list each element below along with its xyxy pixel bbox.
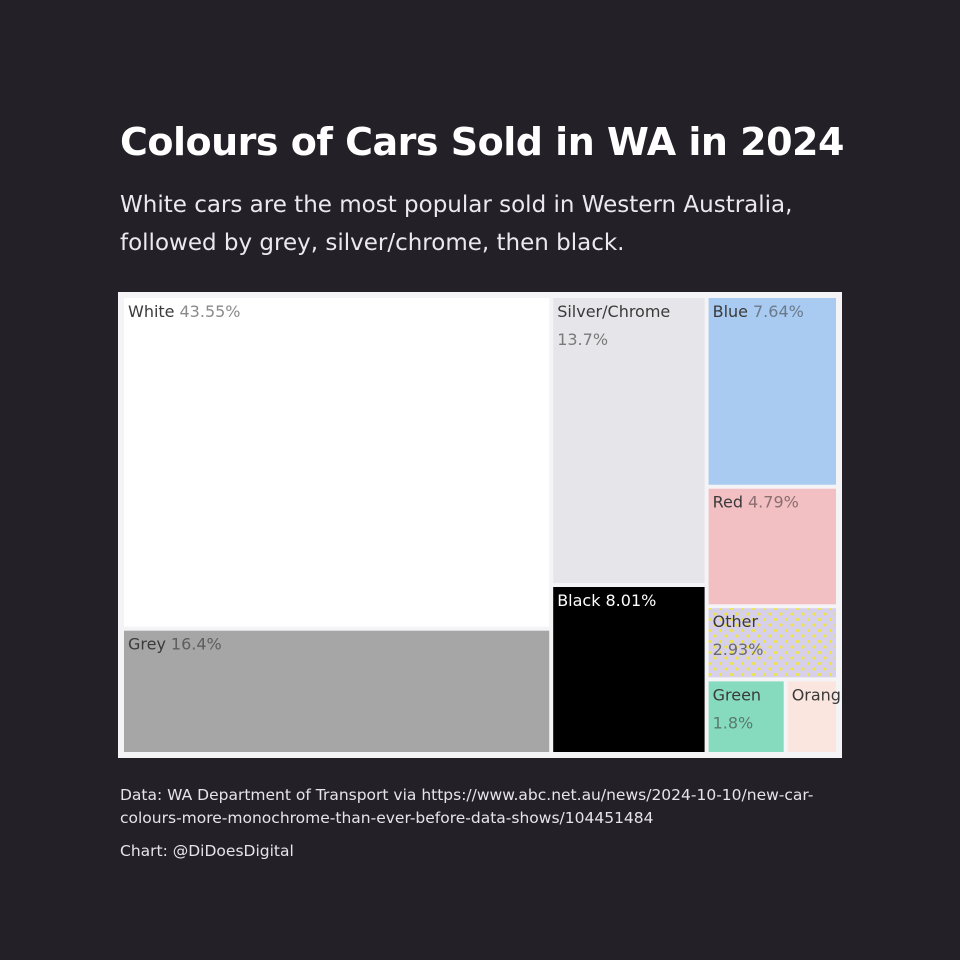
treemap-marks: White 43.55% Grey 16.4% Silver/Chrome 13.7% Bl…: [124, 298, 842, 752]
tile-label-red: Red: [713, 493, 743, 512]
data-source-note: Data: WA Department of Transport via htt…: [120, 786, 814, 827]
tile-label-black: Black: [557, 591, 601, 610]
tile-label-silver-chrome: Silver/Chrome: [557, 302, 670, 321]
tile-white[interactable]: [124, 298, 550, 627]
tile-black[interactable]: [553, 587, 705, 752]
tile-label-orange: Orange: [792, 685, 842, 704]
tile-value-red: 4.79%: [748, 493, 799, 512]
tile-silver-chrome[interactable]: [553, 298, 705, 583]
tile-grey[interactable]: [124, 630, 550, 752]
tile-red[interactable]: [708, 488, 836, 605]
tile-value-silver-chrome: 13.7%: [557, 330, 608, 349]
chart-credit: Chart: @DiDoesDigital: [120, 842, 294, 860]
tile-blue[interactable]: [708, 298, 836, 485]
tile-value-green: 1.8%: [713, 713, 754, 732]
tile-value-grey: 16.4%: [171, 635, 222, 654]
tile-value-black: 8.01%: [606, 591, 657, 610]
tile-orange[interactable]: [787, 681, 836, 752]
tile-other[interactable]: [708, 608, 836, 678]
treemap-chart: White 43.55% Grey 16.4% Silver/Chrome 13.7% Bl…: [118, 292, 842, 758]
tile-label-other: Other: [713, 612, 759, 631]
tile-label-grey: Grey: [128, 635, 166, 654]
chart-title: Colours of Cars Sold in WA in 2024: [120, 120, 844, 164]
tile-label-blue: Blue: [713, 302, 748, 321]
tile-value-other: 2.93%: [713, 640, 764, 659]
tile-value-blue: 7.64%: [753, 302, 804, 321]
tile-green[interactable]: [708, 681, 784, 752]
chart-subtitle: White cars are the most popular sold in …: [120, 192, 793, 256]
tile-label-green: Green: [713, 685, 761, 704]
tile-label-white: White: [128, 302, 175, 321]
tile-value-white: 43.55%: [180, 302, 241, 321]
